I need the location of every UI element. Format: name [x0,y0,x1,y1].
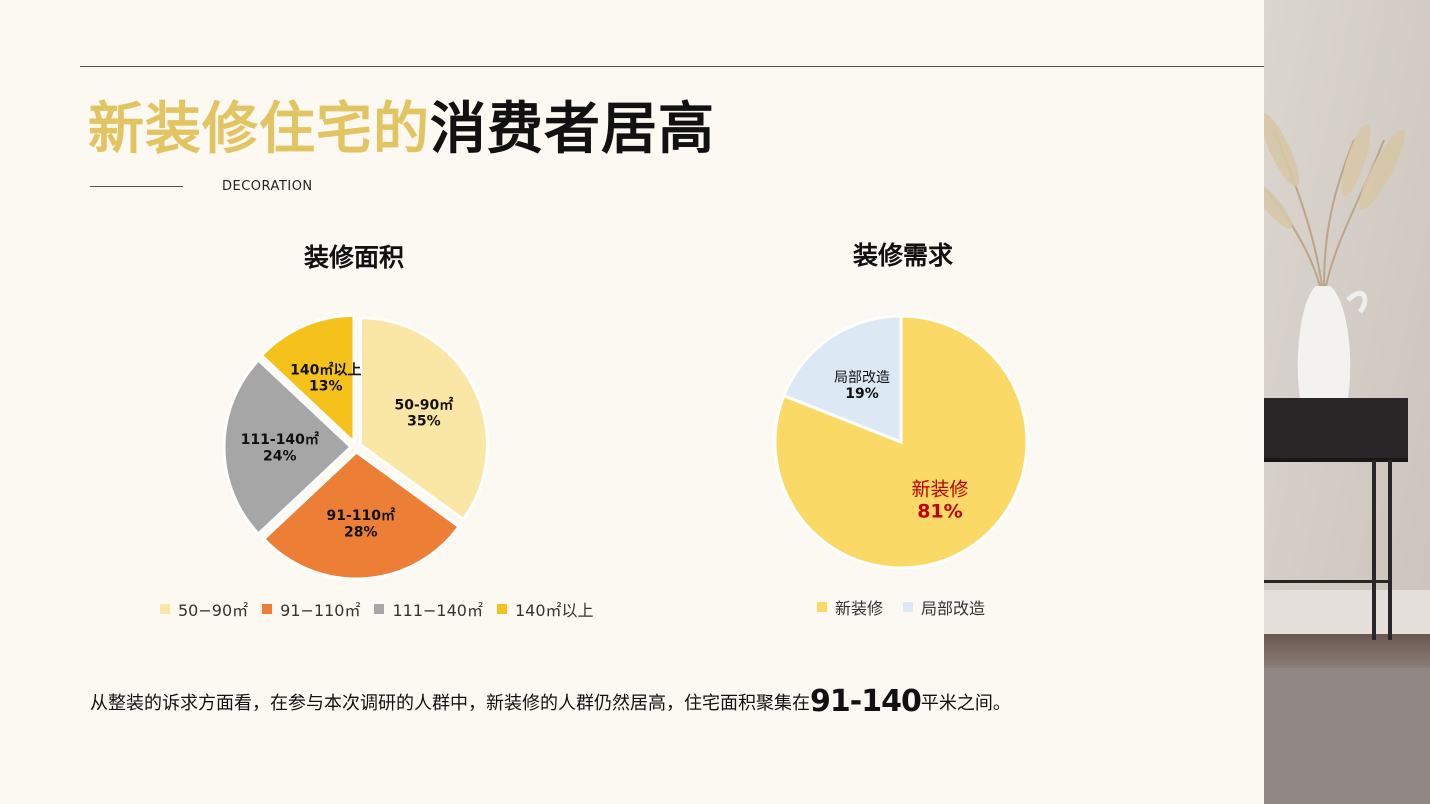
legend-item: 140㎡以上 [496,597,594,621]
page-title: 新装修住宅的消费者居高 [88,94,715,166]
caption-before: 从整装的诉求方面看，在参与本次调研的人群中，新装修的人群仍然居高，住宅面积聚集在 [90,693,810,714]
subtitle: DECORATION [222,179,313,194]
legend-swatch [496,604,507,614]
slice-label: 50-90㎡ 35% [395,397,454,430]
legend-swatch [160,604,170,614]
legend-swatch [903,602,914,612]
subtitle-divider [90,186,183,187]
charts-canvas: 50-90㎡ 35%91-110㎡ 28%111-140㎡ 24%140㎡以上 13% … [222,313,1029,581]
legend-item: 新装修 [817,595,883,619]
pie-slice [358,316,489,522]
legend-item: 91−110㎡ [262,597,360,621]
legend-item: 111−140㎡ [374,597,483,621]
pie-slice [781,314,903,445]
slice-label: 111-140㎡ 24% [241,431,319,464]
demand-chart-legend: 新装修 局部改造 [817,595,985,619]
legend-label: 50−90㎡ [178,601,249,620]
legend-swatch [817,602,827,612]
decor-photo [1264,0,1430,804]
area-pie-chart: 50-90㎡ 35% 91-110㎡ 28% 111-140㎡ 24% 140㎡以上 13% [222,313,489,581]
demand-pie-chart: 新装修 81% 局部改造 19% [773,314,1029,570]
legend-swatch [374,604,385,614]
caption-emphasis: 91-140 [810,684,922,719]
legend-label: 111−140㎡ [392,601,483,620]
pie-slice [261,450,462,581]
slice-label: 91-110㎡ 28% [327,507,396,540]
area-chart-legend: 50−90㎡ 91−110㎡ 111−140㎡ 140㎡以上 [160,597,594,621]
legend-swatch [262,604,273,614]
area-chart-title: 装修面积 [303,243,404,272]
title-highlight: 新装修住宅的 [88,97,430,162]
caption-after: 平米之间。 [920,693,1011,714]
legend-label: 新装修 [835,599,884,618]
legend-label: 局部改造 [921,599,986,618]
demand-chart-title: 装修需求 [852,241,953,270]
slice-label: 局部改造 19% [834,370,890,402]
title-rest: 消费者居高 [430,97,715,162]
pie-slice [259,313,356,446]
pie-slice [222,357,354,537]
pie-slice [773,314,1029,570]
legend-item: 50−90㎡ [160,597,248,621]
summary-caption: 从整装的诉求方面看，在参与本次调研的人群中，新装修的人群仍然居高，住宅面积聚集在… [90,682,1011,724]
legend-label: 140㎡以上 [514,601,594,620]
slice-label: 140㎡以上 13% [290,361,361,394]
top-divider [80,66,1335,67]
legend-label: 91−110㎡ [280,601,361,620]
legend-item: 局部改造 [903,595,985,619]
slice-label: 新装修 81% [911,479,968,523]
